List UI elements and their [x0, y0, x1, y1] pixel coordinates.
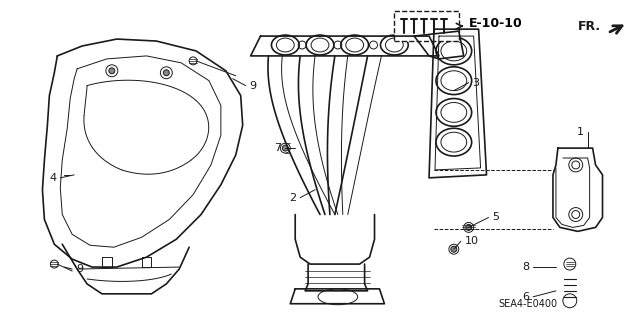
Text: E-10-10: E-10-10: [468, 17, 522, 30]
Text: 7: 7: [274, 143, 282, 153]
Text: 4: 4: [49, 173, 56, 183]
Text: 9: 9: [250, 81, 257, 91]
Ellipse shape: [282, 145, 288, 151]
FancyBboxPatch shape: [394, 11, 459, 41]
Text: FR.: FR.: [577, 20, 600, 33]
Ellipse shape: [466, 225, 472, 230]
Text: 5: 5: [493, 212, 499, 222]
Text: 10: 10: [465, 236, 479, 246]
Text: 9: 9: [76, 264, 83, 274]
Text: SEA4-E0400: SEA4-E0400: [499, 299, 557, 309]
Ellipse shape: [163, 70, 170, 76]
Text: 2: 2: [289, 193, 296, 203]
Text: 8: 8: [522, 262, 529, 272]
Text: 3: 3: [473, 78, 479, 88]
Ellipse shape: [109, 68, 115, 74]
Ellipse shape: [451, 246, 457, 252]
Text: 6: 6: [522, 292, 529, 302]
Text: 1: 1: [577, 127, 584, 137]
